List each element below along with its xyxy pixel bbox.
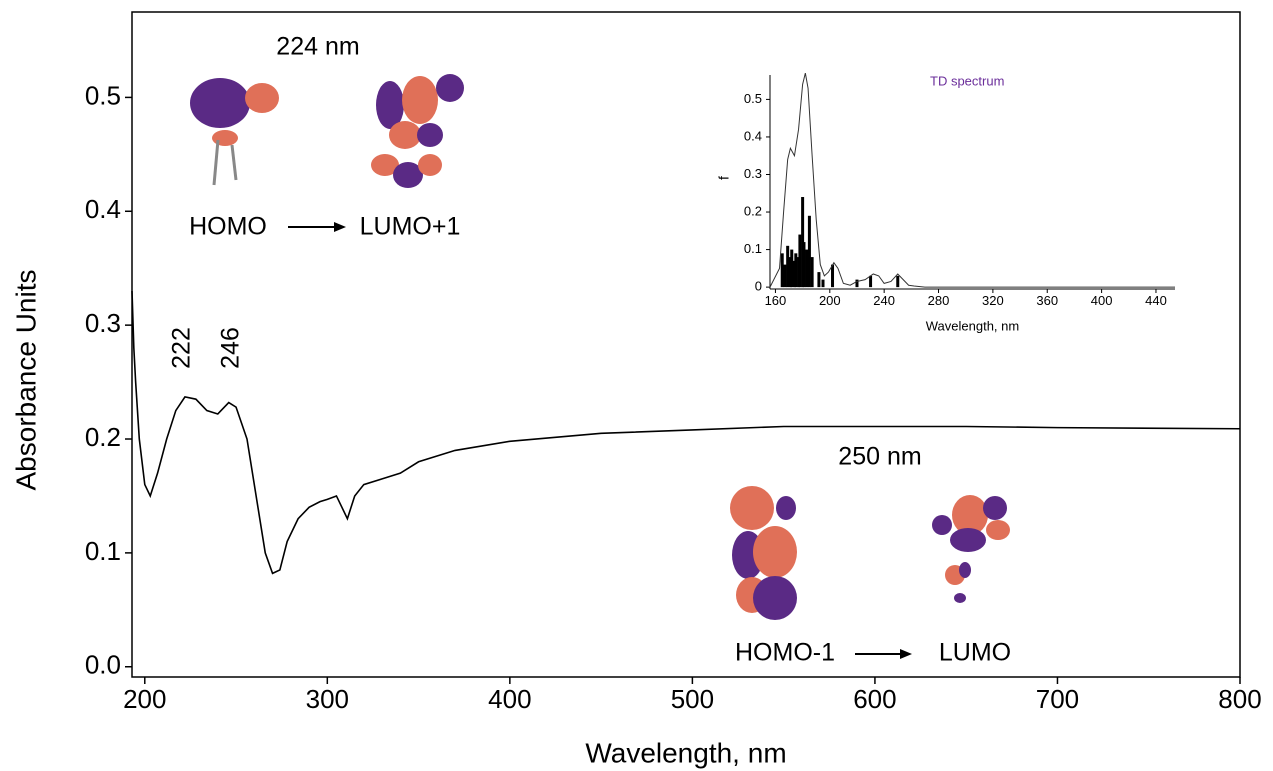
annotation: 222: [168, 327, 196, 369]
y-tick-label: 0.1: [744, 241, 762, 256]
y-tick-label: 0.5: [744, 91, 762, 106]
x-tick-label: 400: [1091, 293, 1113, 308]
stick: [869, 276, 872, 287]
y-tick-label: 0: [755, 279, 762, 294]
y-tick-label: 0.0: [85, 650, 121, 680]
background: [0, 0, 1273, 771]
y-tick-label: 0.3: [744, 166, 762, 181]
inset-title: TD spectrum: [930, 73, 1004, 88]
stick: [783, 265, 786, 288]
annotation: 224 nm: [276, 33, 359, 61]
annotation: HOMO-1: [735, 639, 835, 667]
stick: [786, 246, 789, 287]
x-tick-label: 500: [671, 684, 714, 714]
stick: [808, 216, 811, 287]
annotation: 246: [217, 327, 245, 369]
stick: [798, 235, 801, 288]
x-tick-label: 300: [306, 684, 349, 714]
chart: 0.0 0.1 0.2 0.3 0.4 0.5 200 300 400 500 600 700 800 W…: [0, 0, 1273, 771]
x-tick-label: 280: [928, 293, 950, 308]
stick: [822, 280, 825, 288]
x-tick-label: 440: [1145, 293, 1167, 308]
stick: [802, 242, 805, 287]
x-axis-label: Wavelength, nm: [585, 737, 786, 768]
x-tick-label: 240: [873, 293, 895, 308]
annotation: LUMO+1: [360, 213, 461, 241]
y-axis-label: Absorbance Units: [10, 269, 41, 490]
y-tick-label: 0.4: [85, 194, 121, 224]
x-tick-label: 360: [1036, 293, 1058, 308]
stick: [817, 272, 820, 287]
x-tick-label: 160: [765, 293, 787, 308]
y-axis-label: f: [716, 176, 732, 180]
stick: [811, 257, 814, 287]
x-tick-label: 600: [853, 684, 896, 714]
y-tick-label: 0.5: [85, 80, 121, 110]
x-tick-label: 400: [488, 684, 531, 714]
annotation: HOMO: [189, 213, 267, 241]
stick: [896, 276, 899, 287]
y-tick-label: 0.4: [744, 128, 762, 143]
stick: [781, 253, 784, 287]
y-tick-label: 0.3: [85, 308, 121, 338]
stick: [831, 265, 834, 288]
x-tick-label: 200: [123, 684, 166, 714]
stick: [805, 250, 808, 288]
annotation: LUMO: [939, 639, 1011, 667]
orbital-homo1-250: [730, 486, 797, 620]
stick: [790, 250, 793, 288]
annotation: 250 nm: [838, 443, 921, 471]
stick: [794, 253, 797, 287]
x-tick-label: 700: [1036, 684, 1079, 714]
y-tick-label: 0.2: [744, 203, 762, 218]
x-tick-label: 800: [1218, 684, 1261, 714]
x-tick-label: 320: [982, 293, 1004, 308]
y-tick-label: 0.1: [85, 536, 121, 566]
y-tick-label: 0.2: [85, 422, 121, 452]
x-tick-label: 200: [819, 293, 841, 308]
x-axis-label: Wavelength, nm: [926, 318, 1019, 333]
